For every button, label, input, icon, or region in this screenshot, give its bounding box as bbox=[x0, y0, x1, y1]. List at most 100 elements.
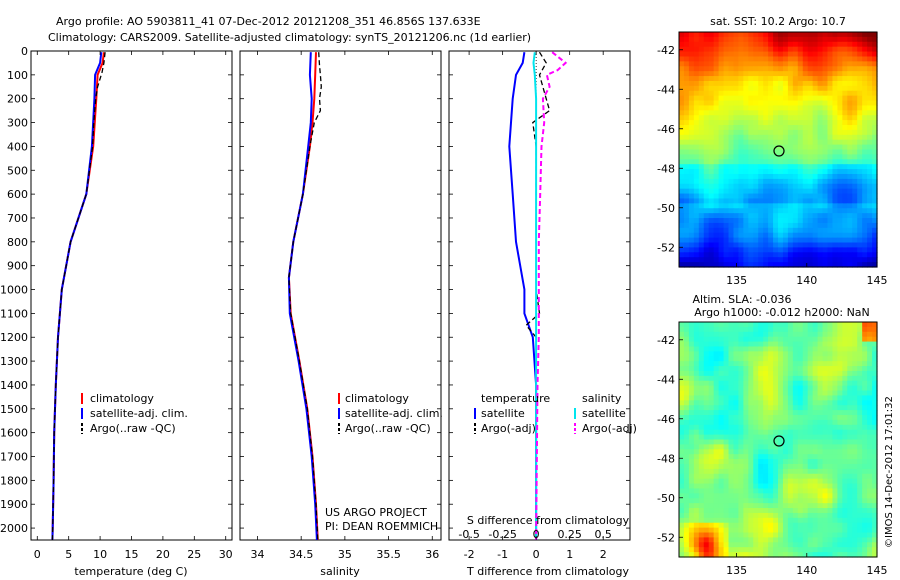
sla-cell bbox=[728, 375, 735, 382]
sla-cell bbox=[683, 454, 690, 460]
sst-cell bbox=[822, 242, 829, 249]
sla-cell bbox=[862, 503, 868, 509]
sst-cell bbox=[832, 164, 838, 170]
sst-cell bbox=[693, 262, 700, 268]
sst-cell bbox=[768, 105, 774, 111]
sla-cell bbox=[857, 375, 863, 382]
sst-cell bbox=[763, 71, 769, 77]
sla-cell bbox=[817, 341, 824, 348]
sst-cell bbox=[679, 41, 685, 48]
sst-cell bbox=[738, 262, 744, 268]
sst-cell bbox=[782, 95, 789, 102]
sla-cell bbox=[743, 410, 749, 416]
sla-cell bbox=[837, 424, 843, 431]
sla-cell bbox=[743, 395, 749, 401]
sst-cell bbox=[817, 90, 824, 97]
sla-cell bbox=[867, 449, 873, 455]
sla-cell bbox=[862, 410, 868, 416]
sla-cell bbox=[688, 552, 695, 558]
sla-cell bbox=[768, 444, 774, 450]
sst-cell bbox=[778, 115, 784, 121]
sla-cell bbox=[743, 400, 749, 406]
sla-cell bbox=[852, 463, 858, 470]
sla-cell bbox=[693, 512, 700, 519]
sst-cell bbox=[708, 198, 715, 204]
sst-cell bbox=[792, 51, 799, 58]
sst-cell bbox=[733, 183, 739, 190]
sla-cell bbox=[802, 351, 809, 357]
sst-cell bbox=[837, 66, 843, 72]
sst-cell bbox=[743, 139, 749, 146]
sst-cell bbox=[807, 120, 814, 126]
sla-cell bbox=[837, 419, 843, 426]
sla-cell bbox=[728, 449, 735, 455]
sst-cell bbox=[802, 129, 809, 136]
sst-cell bbox=[723, 32, 730, 38]
sst-cell bbox=[812, 188, 819, 195]
sla-cell bbox=[748, 356, 754, 362]
sst-cell bbox=[683, 129, 690, 136]
sst-cell bbox=[713, 95, 720, 102]
sst-cell bbox=[753, 237, 759, 244]
sla-cell bbox=[842, 385, 848, 392]
sst-cell bbox=[812, 95, 819, 102]
sst-cell bbox=[743, 232, 749, 239]
sla-cell bbox=[738, 498, 744, 504]
sst-cell bbox=[802, 32, 809, 38]
sla-cell bbox=[827, 522, 834, 529]
sla-cell bbox=[693, 547, 700, 553]
sst-cell bbox=[857, 80, 863, 87]
sst-cell bbox=[688, 105, 695, 111]
sst-cell bbox=[857, 90, 863, 97]
sst-cell bbox=[862, 203, 868, 209]
sst-cell bbox=[748, 105, 754, 111]
sla-cell bbox=[867, 478, 873, 485]
sla-cell bbox=[827, 449, 834, 455]
sla-cell bbox=[698, 331, 705, 338]
sst-cell bbox=[693, 100, 700, 107]
sst-cell bbox=[758, 188, 764, 195]
sst-cell bbox=[782, 85, 789, 92]
sst-cell bbox=[748, 46, 754, 53]
sla-cell bbox=[738, 503, 744, 509]
sla-cell bbox=[748, 380, 754, 387]
sla-cell bbox=[812, 508, 819, 514]
sst-cell bbox=[738, 144, 744, 151]
sst-cell bbox=[862, 237, 868, 244]
sla-cell bbox=[837, 336, 843, 343]
sst-cell bbox=[837, 61, 843, 67]
sla-cell bbox=[683, 331, 690, 338]
sst-cell bbox=[852, 115, 858, 121]
sst-cell bbox=[703, 120, 710, 126]
sst-cell bbox=[713, 129, 720, 136]
sst-cell bbox=[787, 257, 794, 263]
sla-cell bbox=[857, 351, 863, 357]
sla-cell bbox=[812, 419, 819, 426]
sla-cell bbox=[812, 410, 819, 416]
sla-cell bbox=[792, 488, 799, 494]
sla-cell bbox=[743, 439, 749, 445]
sla-cell bbox=[807, 468, 814, 475]
sla-cell bbox=[758, 380, 764, 387]
sla-cell bbox=[857, 434, 863, 441]
sst-cell bbox=[852, 218, 858, 224]
sla-cell bbox=[827, 459, 834, 465]
sla-cell bbox=[847, 517, 853, 524]
sla-cell bbox=[743, 547, 749, 553]
sla-cell bbox=[703, 385, 710, 392]
sla-cell bbox=[792, 346, 799, 352]
sla-cell bbox=[738, 542, 744, 548]
sst-cell bbox=[842, 110, 848, 116]
sst-cell bbox=[782, 232, 789, 239]
sla-cell bbox=[792, 361, 799, 367]
sla-cell bbox=[683, 537, 690, 543]
sst-cell bbox=[758, 90, 764, 97]
sla-cell bbox=[837, 351, 843, 357]
sla-cell bbox=[782, 400, 789, 406]
sla-cell bbox=[807, 419, 814, 426]
sla-cell bbox=[733, 522, 739, 529]
sla-cell bbox=[807, 410, 814, 416]
sst-cell bbox=[713, 134, 720, 141]
sla-cell bbox=[683, 522, 690, 529]
sst-cell bbox=[693, 222, 700, 229]
